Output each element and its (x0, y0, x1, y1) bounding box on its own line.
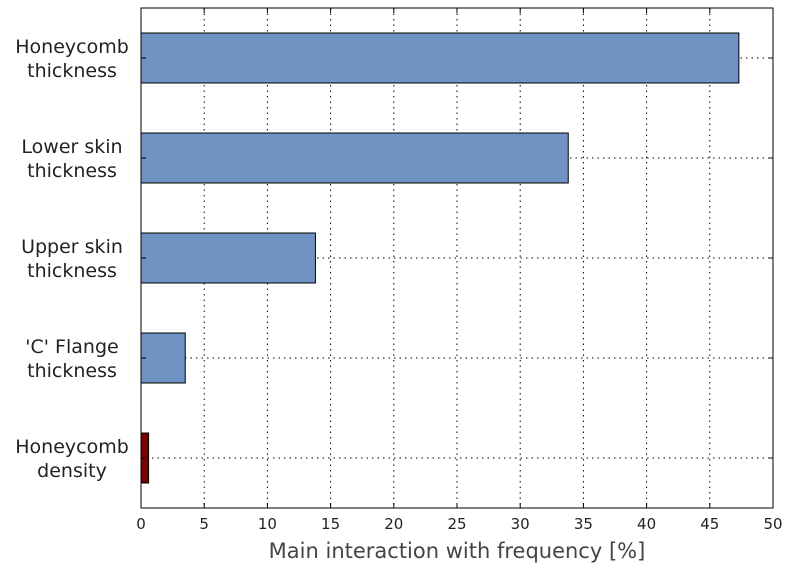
bar (141, 333, 185, 383)
x-tick-label: 50 (763, 515, 782, 533)
bar (141, 133, 568, 183)
category-label: Honeycomb density (15, 436, 129, 482)
category-label: Lower skin thickness (21, 136, 122, 182)
x-tick-label: 30 (511, 515, 530, 533)
x-tick-label: 45 (700, 515, 719, 533)
category-label: Upper skin thickness (21, 236, 123, 282)
x-tick-labels: 0 5 10 15 20 25 30 35 40 45 50 (136, 515, 782, 533)
x-tick-label: 25 (447, 515, 466, 533)
category-label: Honeycomb thickness (15, 36, 129, 82)
category-label: 'C' Flange thickness (25, 336, 118, 382)
x-tick-label: 35 (574, 515, 593, 533)
bar (141, 233, 315, 283)
category-labels: Honeycomb thickness Lower skin thickness Upp… (15, 36, 129, 482)
x-tick-label: 10 (258, 515, 277, 533)
x-tick-label: 15 (321, 515, 340, 533)
x-tick-label: 20 (384, 515, 403, 533)
bars (141, 33, 739, 483)
x-axis-title: Main interaction with frequency [%] (269, 539, 646, 563)
x-tick-label: 5 (199, 515, 209, 533)
x-tick-label: 0 (136, 515, 146, 533)
bar (141, 33, 739, 83)
x-tick-label: 40 (637, 515, 656, 533)
